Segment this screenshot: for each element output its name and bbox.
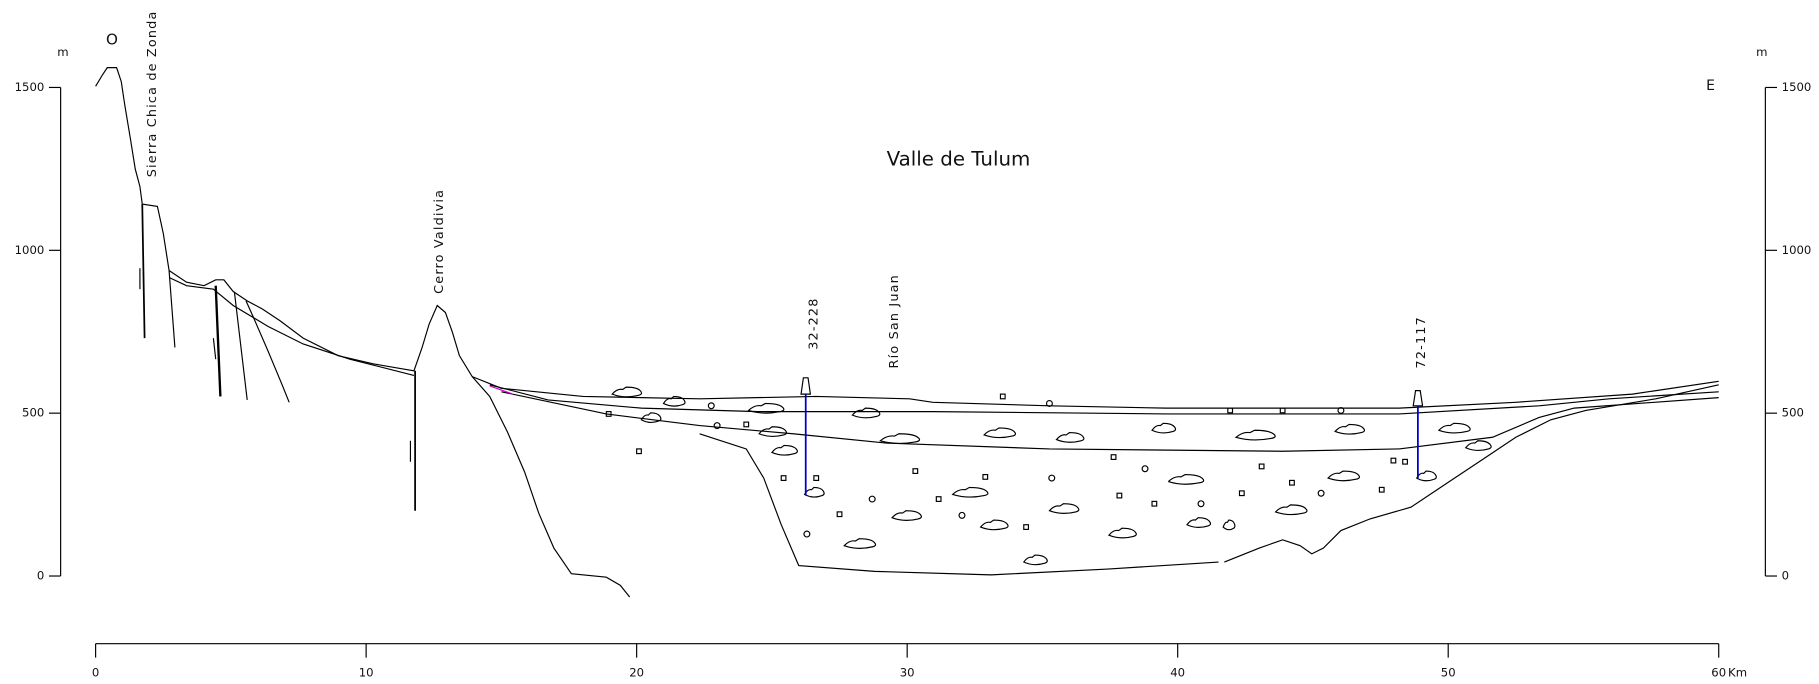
lens	[1187, 518, 1211, 528]
tick-label: 10	[359, 665, 374, 679]
tick-label: 40	[1170, 665, 1185, 679]
lens	[1168, 475, 1203, 485]
clast	[1318, 490, 1324, 496]
lens	[1335, 424, 1364, 434]
lens	[805, 487, 825, 497]
clast	[1259, 464, 1264, 469]
unit-label: m	[1756, 45, 1767, 59]
basin-bottom	[700, 434, 1219, 575]
lens	[1152, 423, 1176, 433]
place-label: Cerro Valdivia	[432, 189, 447, 294]
tick-label: 20	[629, 665, 644, 679]
clast	[936, 497, 941, 502]
clast	[1198, 501, 1204, 507]
clast	[837, 512, 842, 517]
tick-label: 30	[900, 665, 915, 679]
clast	[1290, 480, 1295, 485]
topography	[96, 68, 630, 597]
unit-label: m	[57, 45, 68, 59]
well	[1413, 391, 1422, 478]
basin-layer	[490, 385, 1719, 414]
clast	[1000, 394, 1005, 399]
lens	[1417, 471, 1437, 481]
slope-cover	[169, 278, 414, 376]
lens	[1024, 555, 1048, 565]
faults	[140, 204, 415, 511]
lens	[852, 408, 879, 418]
basin-bottom	[1224, 385, 1718, 562]
east-label: E	[1706, 78, 1715, 94]
lens	[981, 520, 1008, 530]
clast	[781, 476, 786, 481]
lens	[1466, 441, 1491, 451]
cross-section: O E m m Valle de Tulum Sierra Chica de Z…	[0, 0, 1819, 684]
place-label: Sierra Chica de Zonda	[145, 11, 160, 178]
well-label: 72-117	[1414, 316, 1429, 368]
well-label: 32-228	[806, 297, 821, 349]
tick-label: 500	[22, 406, 44, 420]
clast	[1280, 408, 1285, 413]
tick-label: 0	[37, 569, 44, 583]
tick-label: 0	[1782, 569, 1789, 583]
tick-label: 1500	[1782, 80, 1812, 94]
lens	[1109, 528, 1136, 538]
place-label: Río San Juan	[887, 274, 902, 368]
lens	[844, 539, 875, 549]
clast	[1391, 458, 1396, 463]
tick-label: 50	[1441, 665, 1456, 679]
tick-label: 500	[1782, 406, 1804, 420]
lens	[1056, 433, 1083, 443]
tick-label: 1000	[1782, 243, 1812, 257]
clast	[1049, 475, 1055, 481]
clast	[1117, 493, 1122, 498]
lens	[612, 387, 641, 397]
lens	[953, 487, 988, 497]
clast	[814, 476, 819, 481]
tick-label: 1000	[15, 243, 45, 257]
basin-surface	[472, 377, 1718, 408]
tick-label: 1500	[15, 80, 45, 94]
clast	[869, 496, 875, 502]
lens	[772, 445, 797, 455]
west-label: O	[106, 30, 118, 48]
basin-title: Valle de Tulum	[887, 148, 1031, 171]
clast	[708, 403, 714, 409]
lens	[641, 413, 661, 423]
clast	[1403, 459, 1408, 464]
clast	[1228, 408, 1233, 413]
clast	[983, 475, 988, 480]
clast	[1152, 501, 1157, 506]
clast	[1024, 525, 1029, 530]
clast	[804, 531, 810, 537]
lens	[1049, 504, 1078, 514]
clast	[637, 449, 642, 454]
well	[801, 378, 810, 496]
clast	[1142, 466, 1148, 472]
lens	[1439, 423, 1470, 433]
lens	[984, 428, 1015, 438]
clast	[1111, 455, 1116, 460]
axis-unit: Km	[1728, 665, 1747, 679]
clast	[959, 512, 965, 518]
clast	[744, 422, 749, 427]
lens	[892, 511, 921, 521]
clast	[913, 469, 918, 474]
lens	[1223, 520, 1235, 530]
lens	[1276, 505, 1307, 515]
clast	[1239, 491, 1244, 496]
lens	[1328, 471, 1359, 481]
lens	[880, 434, 919, 444]
lens	[1236, 430, 1275, 440]
clast	[1379, 487, 1384, 492]
tick-label: 60	[1711, 665, 1726, 679]
tick-label: 0	[92, 665, 99, 679]
